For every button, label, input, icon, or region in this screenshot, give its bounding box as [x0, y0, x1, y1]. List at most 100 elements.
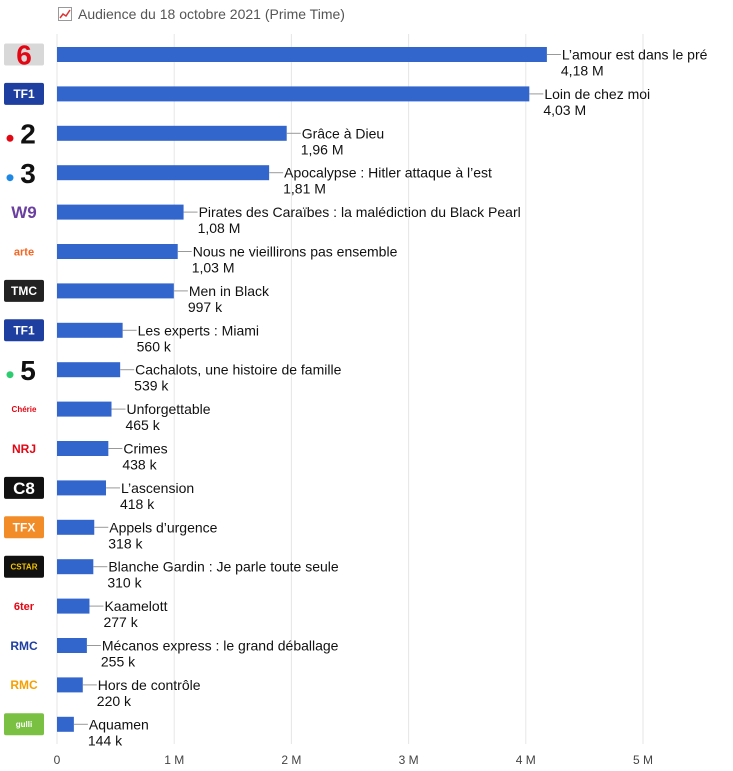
w9-logo: W9 [4, 201, 44, 224]
svg-text:RMC: RMC [10, 639, 38, 653]
value-label: 277 k [103, 614, 138, 630]
bar-label: Les experts : Miami [138, 322, 259, 338]
value-label: 144 k [88, 732, 123, 748]
value-label: 418 k [120, 496, 155, 512]
bar [57, 638, 87, 653]
svg-text:5: 5 [20, 355, 36, 386]
value-label: 4,18 M [561, 63, 604, 79]
svg-text:2: 2 [20, 118, 36, 149]
bar [57, 165, 270, 181]
bar-label: Blanche Gardin : Je parle toute seule [108, 559, 339, 575]
c8-logo: C8 [4, 476, 44, 499]
bar [57, 480, 106, 496]
rmc-story-logo: RMC [4, 673, 44, 696]
x-tick-label: 2 M [281, 753, 301, 767]
value-label: 4,03 M [543, 102, 586, 118]
svg-text:TMC: TMC [11, 284, 37, 298]
value-label: 465 k [125, 417, 160, 433]
bar [57, 441, 109, 456]
svg-text:TF1: TF1 [13, 324, 35, 338]
x-tick-label: 4 M [516, 753, 536, 767]
svg-text:W9: W9 [11, 203, 37, 222]
bar-label: Unforgettable [126, 401, 210, 417]
value-label: 560 k [137, 338, 172, 354]
6ter-logo: 6ter [4, 595, 44, 618]
bar-label: L’ascension [121, 480, 194, 496]
svg-text:6: 6 [16, 40, 32, 71]
bar [57, 598, 90, 614]
value-label: 539 k [134, 378, 169, 394]
bar [57, 322, 123, 338]
svg-text:RMC: RMC [10, 678, 38, 692]
bar [57, 362, 121, 378]
bar [57, 86, 530, 102]
bar-label: Nous ne vieillirons pas ensemble [193, 244, 398, 260]
bar-label: Men in Black [189, 283, 270, 299]
nrj12-logo: NRJ [4, 437, 44, 460]
value-label: 997 k [188, 299, 223, 315]
value-label: 318 k [108, 535, 143, 551]
tf1-logo: TF1 [4, 82, 44, 105]
value-label: 255 k [101, 654, 136, 670]
svg-text:NRJ: NRJ [12, 442, 36, 456]
line-chart-icon [58, 7, 72, 21]
x-tick-label: 1 M [164, 753, 184, 767]
x-tick-label: 0 [54, 753, 61, 767]
arte-logo: arte [4, 240, 44, 263]
bar [57, 716, 74, 732]
chart-title: Audience du 18 octobre 2021 (Prime Time) [78, 6, 345, 22]
svg-text:3: 3 [20, 158, 36, 189]
bar-label: L’amour est dans le pré [562, 47, 708, 63]
tmc-logo: TMC [4, 279, 44, 302]
bar-label: Hors de contrôle [98, 677, 201, 693]
tfx-logo: TFX [4, 516, 44, 539]
bar-label: Appels d’urgence [109, 519, 217, 535]
value-label: 1,08 M [198, 220, 241, 236]
bar [57, 244, 178, 259]
bar [57, 519, 95, 535]
svg-text:gulli: gulli [16, 720, 32, 729]
bar-label: Apocalypse : Hitler attaque à l’est [284, 165, 492, 181]
value-label: 438 k [122, 457, 157, 473]
value-label: 220 k [97, 693, 132, 709]
x-tick-label: 3 M [399, 753, 419, 767]
svg-text:Chérie: Chérie [12, 405, 37, 414]
bar [57, 401, 112, 417]
chart-header: Audience du 18 octobre 2021 (Prime Time) [58, 4, 345, 24]
svg-text:6ter: 6ter [14, 601, 35, 613]
bar-label: Pirates des Caraïbes : la malédiction du… [199, 204, 521, 220]
bar [57, 677, 83, 693]
bar [57, 204, 184, 220]
bar-label: Aquamen [89, 716, 149, 732]
bar [57, 125, 287, 141]
svg-text:TFX: TFX [13, 521, 36, 535]
value-label: 1,81 M [283, 181, 326, 197]
m6-logo: 6 [4, 40, 44, 71]
x-tick-label: 5 M [633, 753, 653, 767]
cherie25-logo: Chérie [4, 398, 44, 421]
svg-text:CSTAR: CSTAR [11, 563, 38, 572]
value-label: 310 k [107, 575, 142, 591]
tf1-series-films-logo: TF1 [4, 319, 44, 342]
bar-label: Mécanos express : le grand déballage [102, 638, 339, 654]
cstar-logo: CSTAR [4, 555, 44, 578]
bar [57, 47, 547, 62]
bar-label: Grâce à Dieu [302, 125, 384, 141]
france3-logo: 3 [4, 158, 44, 189]
bar-label: Cachalots, une histoire de famille [135, 362, 341, 378]
bar [57, 559, 94, 575]
value-label: 1,96 M [301, 141, 344, 157]
gulli-logo: gulli [4, 713, 44, 736]
france5-logo: 5 [4, 355, 44, 386]
svg-text:arte: arte [14, 246, 34, 258]
svg-text:TF1: TF1 [13, 87, 35, 101]
bar-label: Loin de chez moi [544, 86, 650, 102]
bar-label: Kaamelott [104, 598, 167, 614]
svg-text:C8: C8 [13, 479, 35, 498]
rmc-decouverte-logo: RMC [4, 634, 44, 657]
france2-logo: 2 [4, 118, 44, 149]
bar-label: Crimes [123, 441, 167, 457]
value-label: 1,03 M [192, 260, 235, 276]
bar [57, 283, 174, 299]
